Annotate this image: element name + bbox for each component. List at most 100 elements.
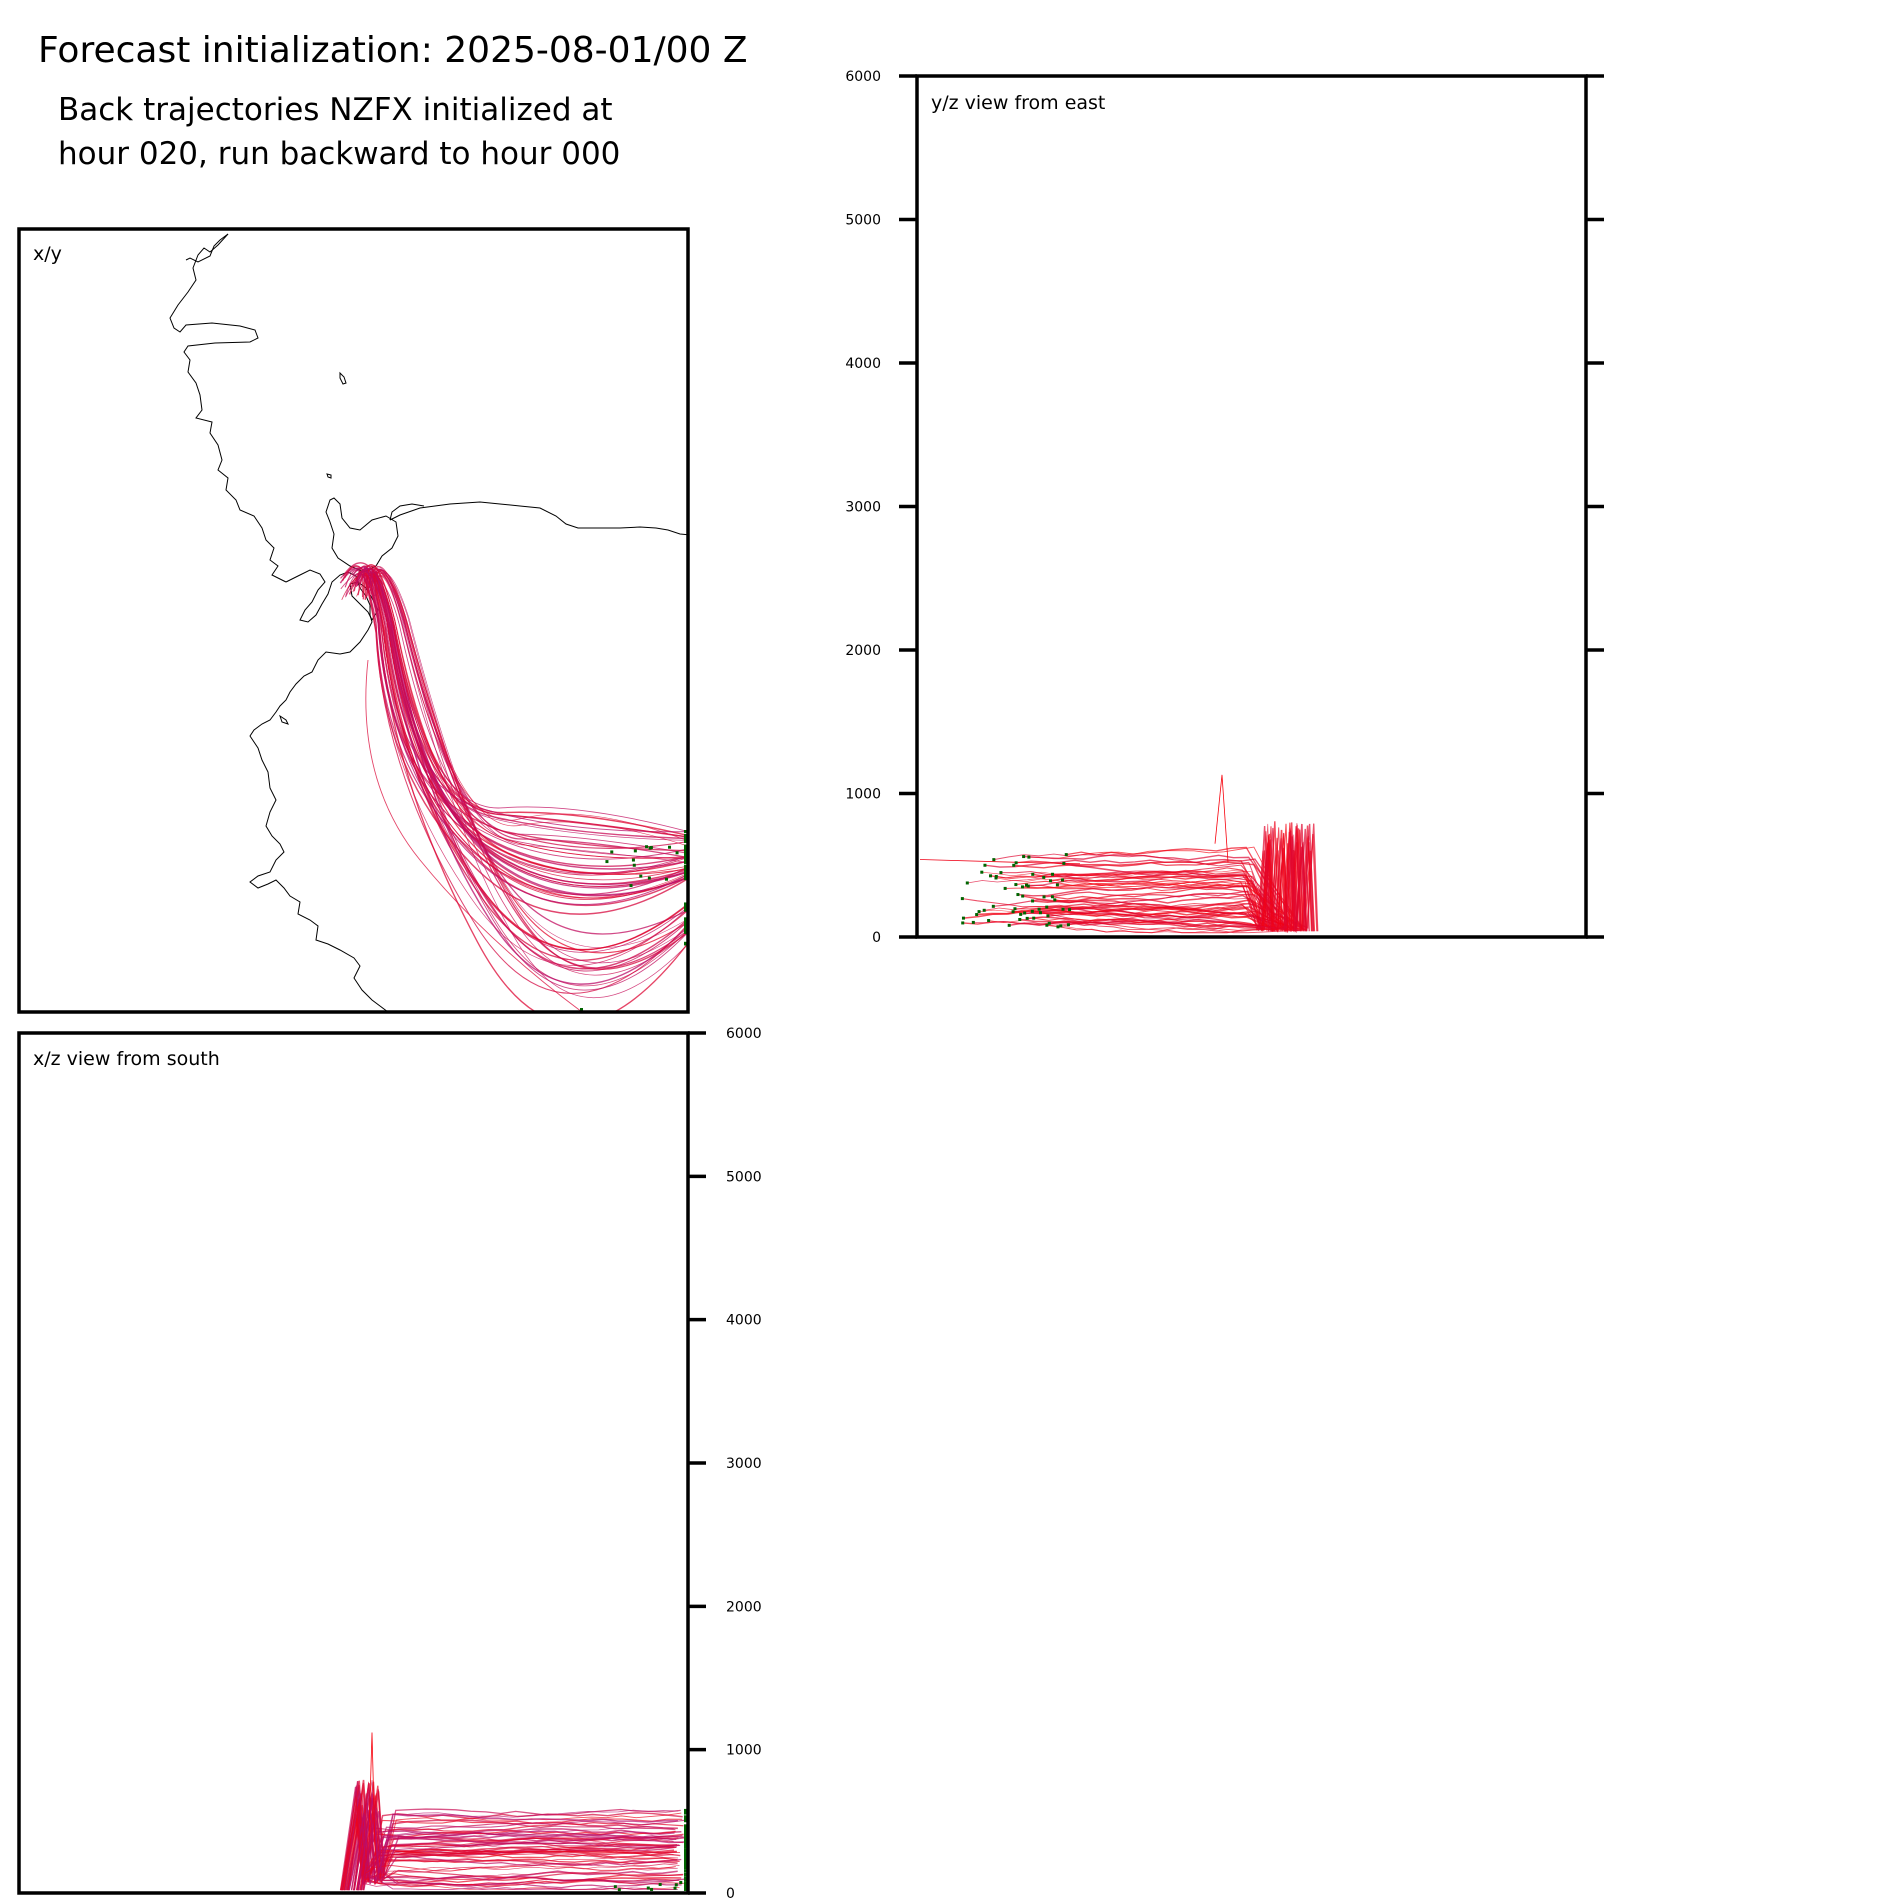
yz-trajectory-line — [990, 833, 1275, 932]
yz-endpoint-marker — [1061, 907, 1065, 911]
yz-endpoint-marker — [999, 871, 1003, 875]
xy-endpoint-marker — [684, 851, 687, 855]
xz-endpoint-marker — [684, 1835, 687, 1839]
yz-endpoint-markers — [960, 853, 1072, 929]
xz-trajectory-line — [348, 1813, 685, 1891]
yz-endpoint-marker — [1046, 914, 1050, 918]
xz-endpoint-marker — [684, 1859, 687, 1863]
xy-trajectory-line — [368, 571, 688, 999]
xz-endpoint-marker — [673, 1886, 677, 1890]
yz-trajectory-lines — [919, 774, 1319, 934]
coastline-east-shore-2 — [389, 503, 425, 521]
subtitle-line-2: hour 020, run backward to hour 000 — [58, 136, 621, 172]
y-axis-tick-label: 1000 — [726, 1743, 762, 1759]
xy-map-panel: x/y — [17, 227, 690, 1014]
xz-trajectory-line — [343, 1799, 680, 1891]
yz-endpoint-marker — [1014, 861, 1018, 865]
xy-endpoint-marker — [684, 830, 687, 834]
yz-endpoint-marker — [1056, 925, 1060, 929]
xz-panel-frame — [17, 1031, 690, 1895]
y-axis-tick-label: 4000 — [845, 356, 881, 372]
yz-endpoint-marker — [1053, 898, 1057, 902]
xz-trajectory-line — [346, 1805, 683, 1891]
xy-endpoint-marker — [664, 877, 668, 881]
yz-endpoint-marker — [1016, 893, 1020, 897]
xz-endpoint-marker — [646, 1886, 650, 1890]
xy-endpoint-marker — [684, 854, 687, 858]
xz-trajectory-line — [357, 1812, 678, 1891]
subtitle-line-1: Back trajectories NZFX initialized at — [58, 92, 613, 128]
yz-trajectory-line — [963, 828, 1304, 932]
yz-side-view-panel: 0 1000 2000 3000 4000 5000 6000 y/z view from … — [845, 69, 1604, 946]
yz-trajectory-line — [919, 859, 1081, 865]
xz-side-view-panel: 0 1000 2000 3000 4000 5000 6000 x/z view from … — [17, 1026, 762, 1900]
xy-panel-frame — [17, 227, 690, 1014]
yz-endpoint-marker — [1042, 895, 1046, 899]
xy-endpoint-marker — [684, 844, 687, 848]
xz-trajectory-line — [350, 1793, 687, 1891]
xz-y-axis-ticks: 0 1000 2000 3000 4000 5000 6000 — [688, 1026, 762, 1900]
xy-endpoint-marker — [684, 926, 687, 930]
xz-trajectory-line — [359, 1795, 681, 1891]
yz-endpoint-marker — [960, 897, 964, 901]
xy-trajectory-line — [369, 571, 688, 991]
xy-trajectory-line — [363, 572, 688, 1012]
xy-trajectory-line — [371, 572, 688, 964]
yz-trajectory-line — [984, 842, 1314, 932]
coastline-small-island-1 — [339, 371, 347, 385]
xy-endpoint-marker — [684, 836, 687, 840]
xy-endpoint-marker — [580, 1008, 583, 1011]
xz-endpoint-marker — [613, 1885, 617, 1889]
yz-endpoint-marker — [989, 874, 993, 878]
xy-endpoint-marker — [631, 858, 635, 862]
yz-endpoint-marker — [961, 921, 965, 925]
xy-endpoint-marker — [684, 919, 687, 923]
xz-endpoint-marker — [684, 1829, 687, 1833]
xz-endpoint-marker — [684, 1819, 687, 1823]
xy-trajectory-line — [351, 565, 688, 859]
yz-endpoint-marker — [994, 874, 998, 878]
yz-endpoint-marker — [1068, 908, 1072, 912]
xz-endpoint-marker — [650, 1887, 654, 1891]
xy-endpoint-marker — [684, 840, 687, 844]
yz-endpoint-marker — [1003, 886, 1007, 890]
xy-trajectory-line — [377, 572, 688, 832]
xz-endpoint-marker — [684, 1837, 687, 1841]
xy-trajectory-line — [348, 574, 688, 838]
yz-endpoint-marker — [1050, 895, 1054, 899]
xy-endpoint-marker — [684, 873, 687, 877]
yz-endpoint-marker — [1045, 905, 1049, 909]
xz-endpoint-marker — [684, 1885, 687, 1889]
xy-trajectory-line — [363, 566, 688, 906]
xz-endpoint-marker — [684, 1850, 687, 1854]
xz-trajectory-line — [339, 1786, 676, 1891]
yz-endpoint-marker — [1066, 923, 1070, 927]
xy-endpoint-marker — [684, 859, 687, 863]
xz-trajectory-line — [357, 1793, 678, 1891]
yz-endpoint-marker — [1018, 918, 1022, 922]
xy-trajectory-line — [355, 570, 688, 915]
yz-endpoint-marker — [1027, 855, 1031, 859]
xy-trajectory-line — [358, 571, 688, 840]
yz-endpoint-marker — [961, 916, 965, 920]
xz-endpoint-marker — [684, 1815, 687, 1819]
yz-endpoint-marker — [1059, 924, 1063, 928]
yz-trajectory-line — [1016, 848, 1288, 933]
yz-endpoint-marker — [1037, 907, 1041, 911]
xy-endpoint-marker — [684, 864, 687, 868]
xz-endpoint-marker — [684, 1809, 687, 1813]
yz-endpoint-marker — [1032, 916, 1036, 920]
xy-endpoint-marker — [684, 922, 687, 926]
yz-endpoint-marker — [1019, 912, 1023, 916]
yz-endpoint-marker — [1051, 872, 1055, 876]
xy-endpoint-marker — [605, 860, 609, 864]
xz-endpoint-marker — [617, 1888, 621, 1892]
yz-endpoint-marker — [1045, 923, 1049, 927]
xz-endpoint-marker — [658, 1882, 662, 1886]
yz-endpoint-marker — [1031, 872, 1035, 876]
xy-endpoint-marker — [684, 835, 687, 839]
y-axis-tick-label: 6000 — [726, 1026, 762, 1042]
y-axis-tick-label: 3000 — [726, 1456, 762, 1472]
yz-endpoint-marker — [992, 858, 996, 862]
xz-endpoint-marker — [679, 1881, 683, 1885]
